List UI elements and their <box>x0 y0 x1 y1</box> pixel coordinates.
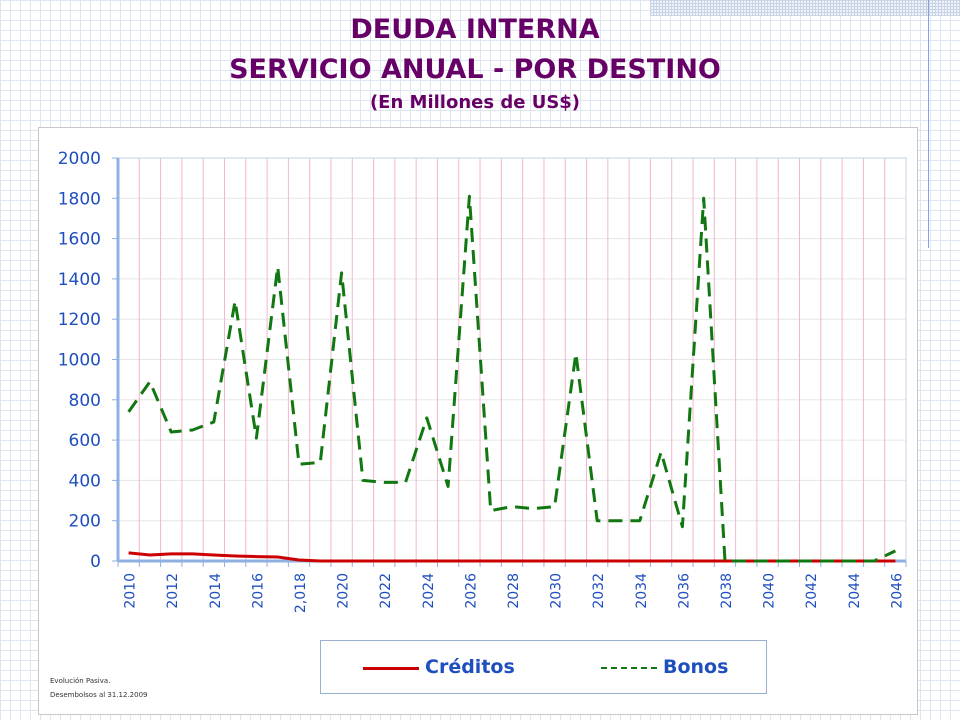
x-tick-label: 2044 <box>847 573 863 609</box>
x-tick-label: 2042 <box>804 573 820 609</box>
chart-subtitle: (En Millones de US$) <box>369 92 581 113</box>
x-tick-label: 2040 <box>762 573 778 609</box>
x-tick-label: 2032 <box>591 573 607 609</box>
x-tick-label: 2046 <box>889 573 905 609</box>
y-tick-label: 800 <box>69 391 101 411</box>
x-tick-label: 2014 <box>208 573 224 609</box>
legend-creditos-swatch <box>363 667 419 670</box>
chart-title: DEUDA INTERNA <box>350 14 600 45</box>
y-tick-label: 1800 <box>58 189 101 209</box>
y-tick-label: 1400 <box>58 270 101 290</box>
x-tick-label: 2030 <box>549 573 565 609</box>
x-tick-label: 2028 <box>506 573 522 609</box>
decorative-rule <box>928 0 929 248</box>
x-tick-label: 2026 <box>463 573 479 609</box>
x-tick-label: 2024 <box>421 573 437 609</box>
legend-creditos-label: Créditos <box>425 656 515 678</box>
y-tick-label: 200 <box>69 512 101 532</box>
top-decoration <box>650 0 960 16</box>
legend-bonos-label: Bonos <box>663 656 729 678</box>
footnote-date: Desembolsos al 31.12.2009 <box>50 691 148 699</box>
y-tick-label: 1000 <box>58 351 101 371</box>
x-tick-label: 2,018 <box>293 573 309 613</box>
y-tick-label: 600 <box>69 431 101 451</box>
chart-title-line2: SERVICIO ANUAL - POR DESTINO <box>229 54 721 85</box>
x-tick-label: 2012 <box>165 573 181 609</box>
legend-bonos-swatch <box>601 667 657 669</box>
footnote-source: Evolución Pasiva. <box>50 677 111 685</box>
y-tick-label: 2000 <box>58 149 101 169</box>
series-line-bonos <box>127 194 897 563</box>
x-tick-label: 2034 <box>634 573 650 609</box>
x-tick-label: 2038 <box>719 573 735 609</box>
x-tick-label: 2016 <box>250 573 266 609</box>
x-tick-label: 2020 <box>336 573 352 609</box>
y-tick-label: 1600 <box>58 230 101 250</box>
x-tick-label: 2010 <box>123 573 139 609</box>
x-tick-label: 2036 <box>676 573 692 609</box>
y-tick-label: 1200 <box>58 310 101 330</box>
x-tick-label: 2022 <box>378 573 394 609</box>
chart-legend: Créditos Bonos <box>320 640 767 694</box>
y-tick-label: 400 <box>69 471 101 491</box>
y-tick-label: 0 <box>90 552 101 572</box>
